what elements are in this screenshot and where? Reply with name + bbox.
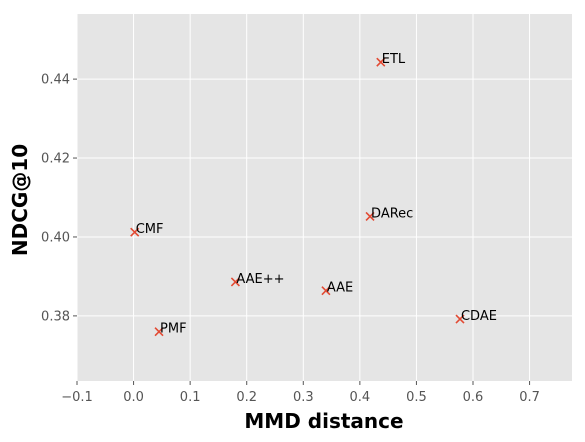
x-tick-label: 0.2 — [236, 390, 257, 405]
x-tick-label: 0.5 — [406, 390, 427, 405]
data-point: DARec — [365, 206, 413, 222]
x-marker — [321, 286, 331, 296]
x-tick-label: 0.7 — [519, 390, 540, 405]
point-label: AAE — [327, 281, 353, 296]
data-points: ETL DARec CMF AAE++ AAE CDAE PMF — [130, 52, 497, 337]
data-point: ETL — [376, 52, 406, 67]
x-marker — [455, 314, 465, 324]
x-marker — [230, 277, 240, 287]
y-tick-label: 0.42 — [41, 152, 70, 167]
y-tick-label: 0.40 — [41, 230, 70, 245]
grid — [76, 14, 572, 381]
x-tick-label: 0.6 — [463, 390, 484, 405]
x-marker — [376, 57, 386, 67]
data-point: PMF — [154, 322, 187, 337]
x-marker — [154, 327, 164, 337]
x-marker — [365, 211, 375, 222]
x-tick-label: 0.4 — [350, 390, 371, 405]
axis-ticks: −0.1 0.0 0.1 0.2 0.3 0.4 0.5 0.6 0.7 0.38 0.40 0.42… — [41, 73, 540, 405]
point-label: AAE++ — [236, 272, 284, 287]
x-tick-label: 0.0 — [123, 390, 144, 405]
point-label: DARec — [371, 206, 413, 221]
x-tick-label: 0.1 — [180, 390, 201, 405]
point-label: CDAE — [461, 309, 497, 324]
data-point: CDAE — [455, 309, 497, 324]
data-point: AAE++ — [230, 272, 285, 287]
x-axis-label: MMD distance — [244, 409, 403, 433]
y-tick-label: 0.38 — [41, 309, 70, 324]
data-point: CMF — [130, 222, 164, 237]
point-label: ETL — [382, 52, 406, 67]
x-tick-label: 0.3 — [293, 390, 314, 405]
x-tick-label: −0.1 — [61, 390, 93, 405]
x-marker — [130, 227, 140, 237]
y-tick-label: 0.44 — [41, 73, 70, 88]
data-point: AAE — [321, 281, 353, 296]
point-label: PMF — [160, 322, 187, 337]
plot-area — [77, 14, 572, 381]
y-axis-label: NDCG@10 — [8, 144, 32, 256]
point-label: CMF — [136, 222, 164, 237]
